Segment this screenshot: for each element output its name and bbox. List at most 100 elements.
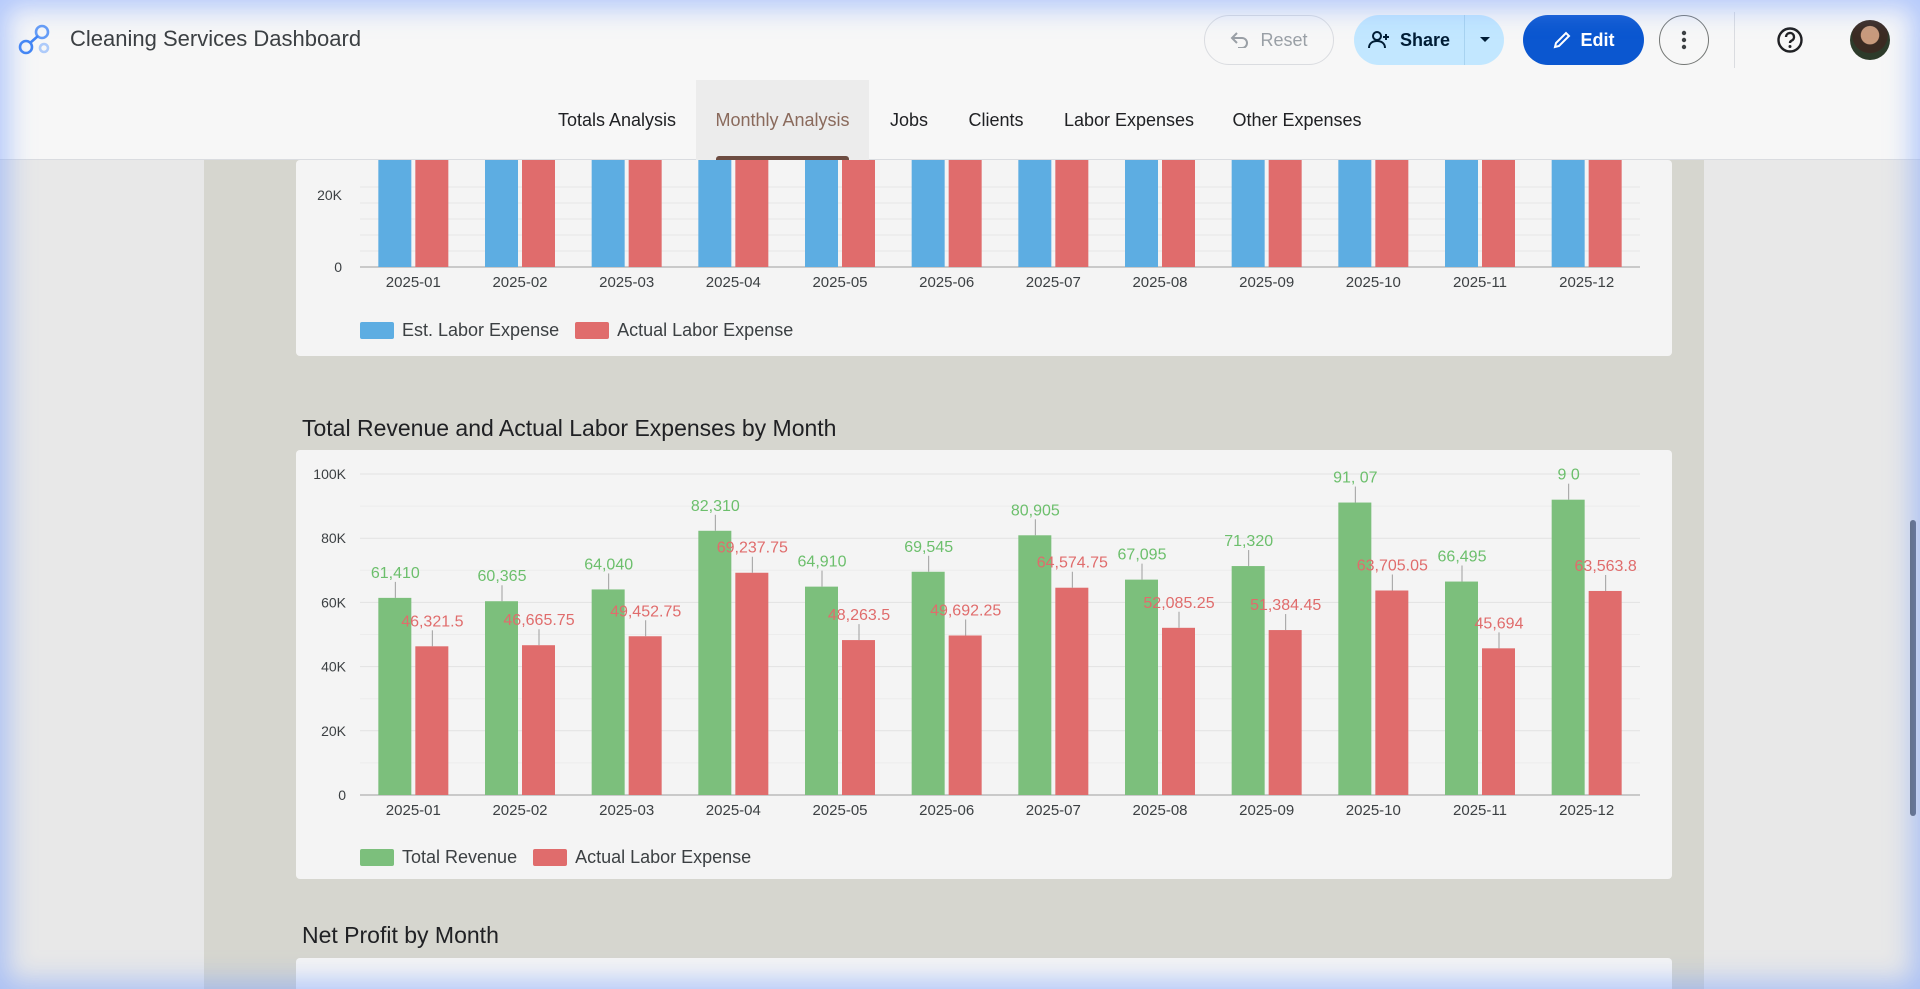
bar-total-revenue (1445, 581, 1478, 795)
tab-labor-expenses[interactable]: Labor Expenses (1054, 80, 1204, 160)
bar-actual-labor (1482, 160, 1515, 267)
revenue-labor-chart: 0 20K 40K 60K 80K 100K 61,410 46,321.5 2025-01 60… (313, 466, 1640, 819)
edit-button[interactable]: Edit (1523, 15, 1644, 65)
data-label-revenue: 61,410 (371, 565, 420, 582)
bar-actual-labor (415, 646, 449, 795)
revenue-chart-card: 0 20K 40K 60K 80K 100K 61,410 46,321.5 2025-01 60… (296, 450, 1672, 879)
x-tick-label: 2025-06 (919, 274, 974, 291)
data-label-labor: 49,692.25 (930, 602, 1001, 619)
tab-totals-analysis[interactable]: Totals Analysis (541, 80, 693, 160)
tab-monthly-analysis[interactable]: Monthly Analysis (696, 80, 869, 160)
bar-actual-labor (1055, 160, 1089, 267)
bar-actual-labor (522, 645, 555, 795)
data-label-labor: 48,263.5 (828, 607, 890, 624)
x-tick-label: 2025-10 (1346, 802, 1401, 819)
tab-other-expenses[interactable]: Other Expenses (1220, 80, 1374, 160)
x-tick-label: 2025-08 (1132, 802, 1187, 819)
page-tabs: Totals Analysis Monthly Analysis Jobs Cl… (0, 80, 1920, 160)
bar-total-revenue (1551, 499, 1585, 795)
tab-label: Other Expenses (1232, 109, 1362, 130)
bar-est-labor (1125, 160, 1158, 267)
bar-est-labor (1445, 160, 1478, 267)
help-button[interactable] (1765, 15, 1815, 65)
bar-est-labor (911, 160, 945, 267)
share-button[interactable]: Share (1354, 15, 1464, 65)
bar-actual-labor (842, 160, 875, 267)
tab-jobs[interactable]: Jobs (872, 80, 946, 160)
bar-actual-labor (735, 160, 769, 267)
bar-total-revenue (1231, 566, 1265, 795)
data-label-revenue: 69,545 (904, 539, 953, 556)
bar-actual-labor (522, 160, 555, 267)
user-avatar[interactable] (1850, 20, 1890, 60)
data-label-labor: 45,694 (1475, 615, 1524, 632)
data-label-revenue: 80,905 (1011, 502, 1060, 519)
top-app-bar: Cleaning Services Dashboard Reset Share … (0, 0, 1920, 80)
bar-actual-labor (735, 572, 769, 795)
legend-item-est-labor[interactable]: Est. Labor Expense (360, 320, 559, 341)
x-tick-label: 2025-08 (1132, 274, 1187, 291)
x-tick-label: 2025-06 (919, 802, 974, 819)
app-title: Cleaning Services Dashboard (70, 26, 362, 51)
undo-icon (1231, 32, 1249, 48)
bar-est-labor (1231, 160, 1265, 267)
tab-label: Jobs (889, 109, 929, 130)
y-tick-label: 80K (321, 530, 347, 546)
revenue-chart-title: Total Revenue and Actual Labor Expenses … (302, 415, 837, 441)
legend-swatch (360, 849, 394, 866)
help-icon (1777, 27, 1803, 53)
reset-label: Reset (1260, 29, 1308, 50)
bar-actual-labor (1375, 590, 1409, 795)
x-tick-label: 2025-03 (599, 802, 654, 819)
x-tick-label: 2025-04 (706, 274, 761, 291)
legend-swatch (360, 322, 394, 339)
revenue-chart-legend: Total Revenue Actual Labor Expense (360, 847, 757, 868)
tab-label: Monthly Analysis (715, 109, 850, 130)
data-label-labor: 49,452.75 (610, 603, 681, 620)
data-label-labor: 52,085.25 (1143, 595, 1214, 612)
bar-actual-labor (1482, 648, 1515, 795)
legend-item-actual-labor[interactable]: Actual Labor Expense (575, 320, 793, 341)
tab-label: Labor Expenses (1063, 109, 1195, 130)
y-tick-label: 20K (317, 187, 343, 203)
data-label-labor: 64,574.75 (1037, 555, 1108, 572)
tab-label: Clients (968, 109, 1024, 130)
x-tick-label: 2025-01 (386, 802, 441, 819)
report-canvas: 0 20K 2025-01 2025-02 2025-03 2025-04 2025-05 2… (204, 160, 1704, 989)
bar-actual-labor (1268, 160, 1302, 267)
bar-total-revenue (1125, 579, 1158, 795)
data-label-labor: 69,237.75 (717, 540, 788, 557)
pencil-icon (1553, 31, 1570, 49)
legend-item-total-revenue[interactable]: Total Revenue (360, 847, 517, 868)
x-tick-label: 2025-05 (812, 802, 867, 819)
share-label: Share (1399, 29, 1451, 50)
more-options-button[interactable] (1659, 15, 1709, 65)
reset-button[interactable]: Reset (1204, 15, 1334, 65)
x-tick-label: 2025-09 (1239, 802, 1294, 819)
left-margin (0, 160, 204, 989)
data-label-revenue: 67,095 (1118, 547, 1167, 564)
legend-label: Actual Labor Expense (575, 847, 752, 867)
data-label-labor: 51,384.45 (1250, 597, 1321, 614)
bar-total-revenue (698, 530, 732, 795)
bar-actual-labor (1588, 590, 1622, 795)
y-tick-label: 0 (338, 787, 346, 803)
bar-total-revenue (591, 589, 625, 795)
x-tick-label: 2025-09 (1239, 274, 1294, 291)
page-scrollbar[interactable] (1910, 520, 1916, 816)
legend-item-actual-labor[interactable]: Actual Labor Expense (533, 847, 751, 868)
net-profit-chart-card (296, 958, 1672, 989)
tab-clients[interactable]: Clients (956, 80, 1036, 160)
x-tick-label: 2025-03 (599, 274, 654, 291)
data-label-revenue: 64,040 (584, 556, 633, 573)
y-tick-label: 20K (321, 723, 347, 739)
x-tick-label: 2025-12 (1559, 274, 1614, 291)
bar-actual-labor (415, 160, 449, 267)
bar-est-labor (1338, 160, 1372, 267)
data-label-revenue: 71,320 (1224, 533, 1273, 550)
x-tick-label: 2025-01 (386, 274, 441, 291)
bar-est-labor (805, 160, 838, 267)
share-dropdown-button[interactable] (1464, 15, 1504, 65)
bar-actual-labor (1268, 630, 1302, 795)
data-label-revenue: 60,365 (478, 568, 527, 585)
